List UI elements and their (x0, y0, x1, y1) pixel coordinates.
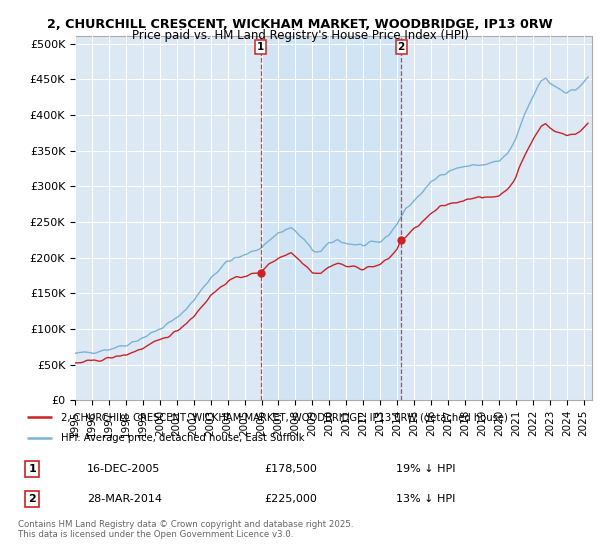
Text: 1: 1 (28, 464, 36, 474)
Text: 19% ↓ HPI: 19% ↓ HPI (396, 464, 455, 474)
Text: HPI: Average price, detached house, East Suffolk: HPI: Average price, detached house, East… (61, 433, 304, 444)
Text: 2, CHURCHILL CRESCENT, WICKHAM MARKET, WOODBRIDGE, IP13 0RW (detached house): 2, CHURCHILL CRESCENT, WICKHAM MARKET, W… (61, 412, 508, 422)
Text: 2, CHURCHILL CRESCENT, WICKHAM MARKET, WOODBRIDGE, IP13 0RW: 2, CHURCHILL CRESCENT, WICKHAM MARKET, W… (47, 18, 553, 31)
Text: 13% ↓ HPI: 13% ↓ HPI (396, 494, 455, 504)
Bar (261, 36, 401, 400)
Text: 1: 1 (257, 42, 265, 52)
Text: Contains HM Land Registry data © Crown copyright and database right 2025.
This d: Contains HM Land Registry data © Crown c… (18, 520, 353, 539)
Text: 2: 2 (397, 42, 405, 52)
Text: £225,000: £225,000 (265, 494, 317, 504)
Text: Price paid vs. HM Land Registry's House Price Index (HPI): Price paid vs. HM Land Registry's House … (131, 29, 469, 42)
Text: 28-MAR-2014: 28-MAR-2014 (87, 494, 162, 504)
Text: 2: 2 (28, 494, 36, 504)
Text: £178,500: £178,500 (265, 464, 317, 474)
Text: 16-DEC-2005: 16-DEC-2005 (87, 464, 160, 474)
